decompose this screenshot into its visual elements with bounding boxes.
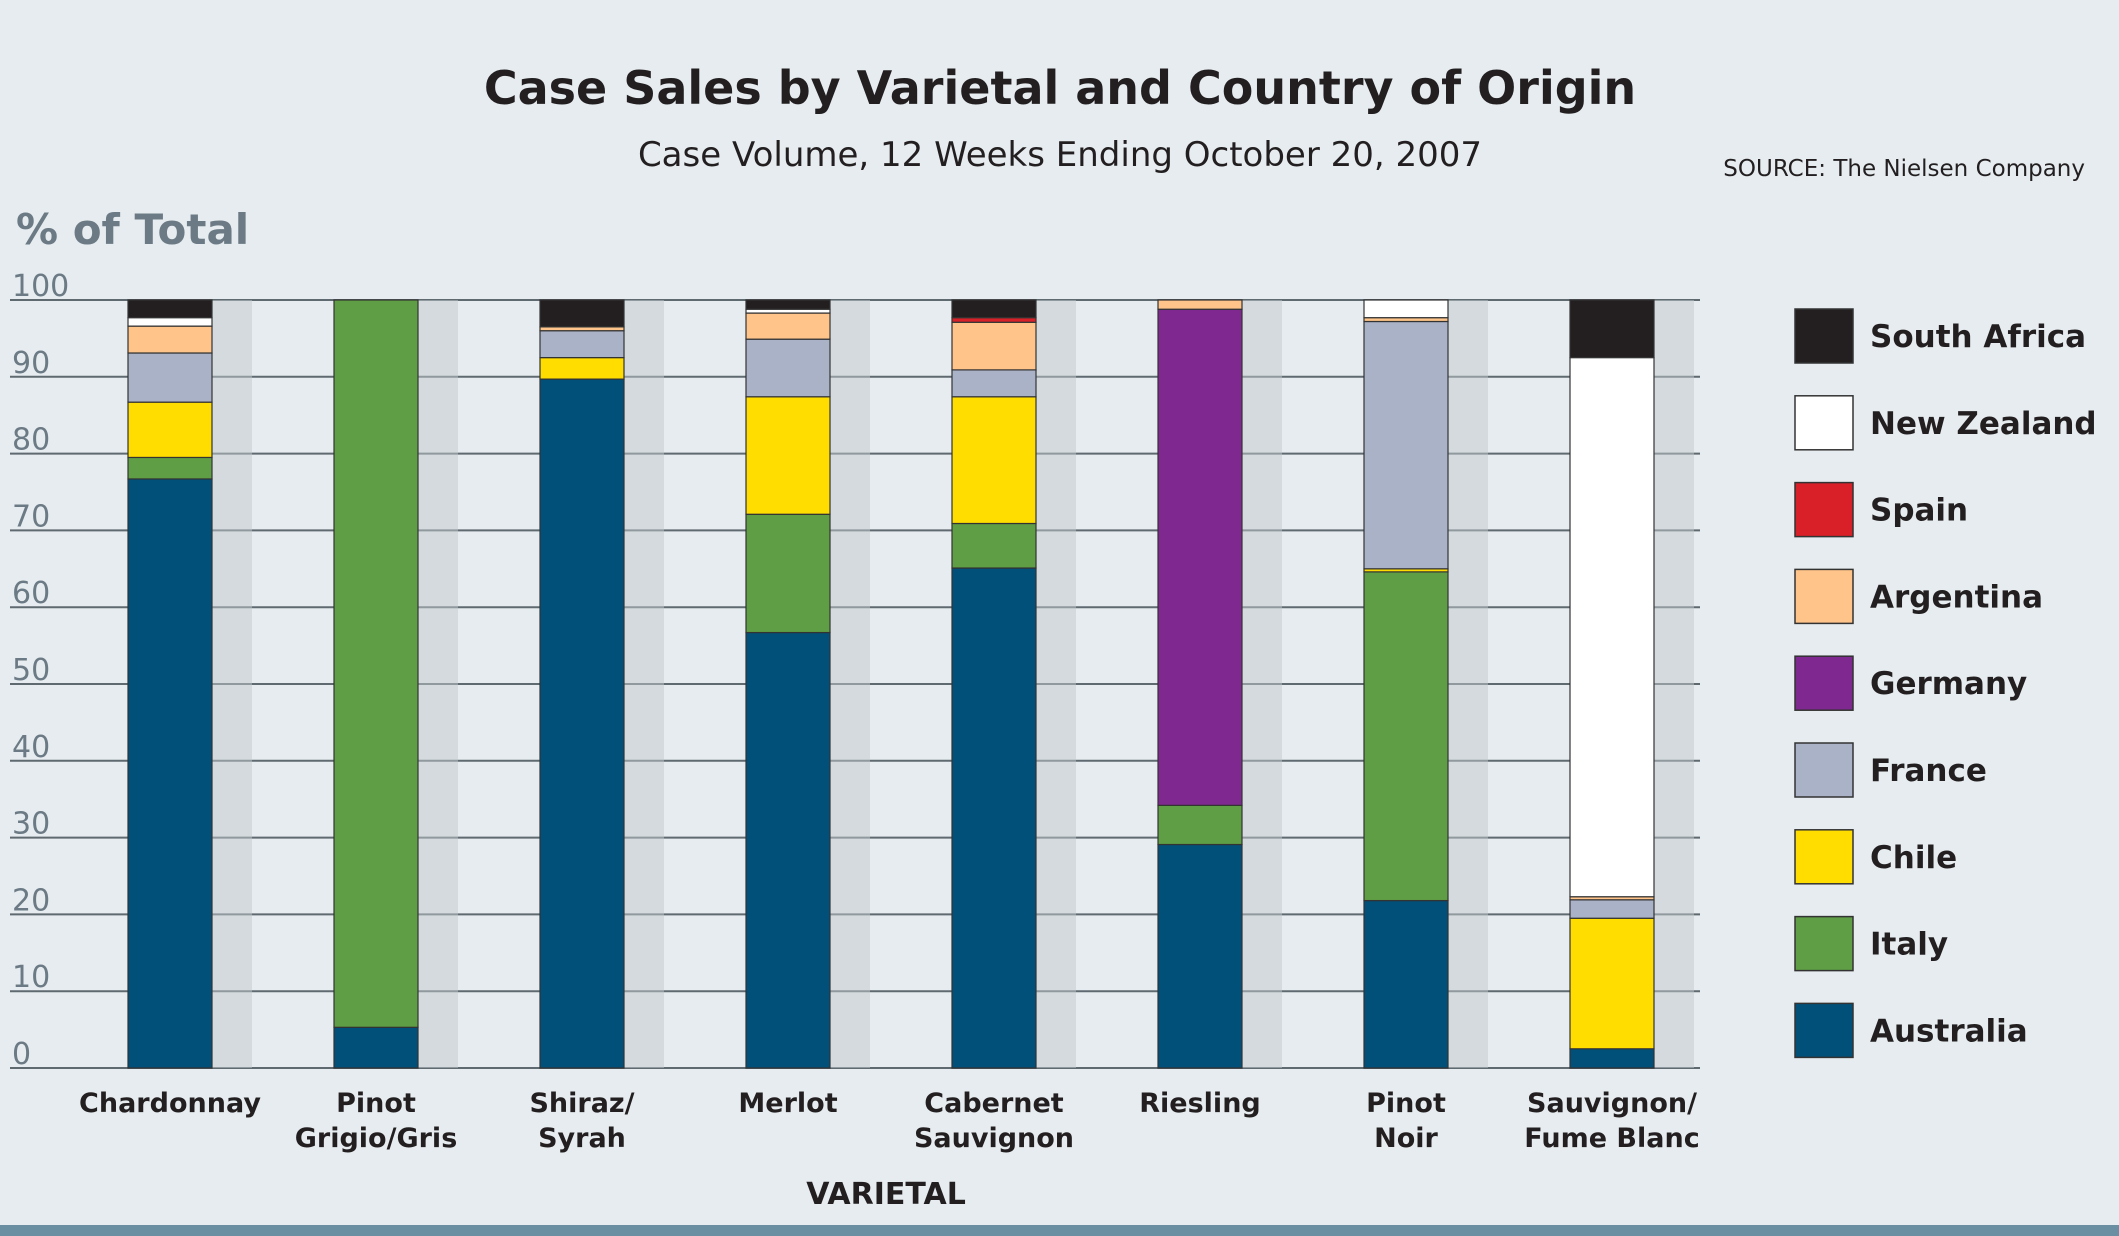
bar-segment-argentina <box>127 325 213 354</box>
bar-segment-france <box>951 369 1037 398</box>
bar-segment-italy <box>951 522 1037 569</box>
bar-segment-argentina <box>745 312 831 340</box>
x-tick-label: Riesling <box>1139 1088 1261 1119</box>
bar-segment-australia <box>951 567 1037 1069</box>
bar-segment-italy <box>745 513 831 634</box>
bar-segment-australia <box>1157 843 1243 1069</box>
bar-segment-australia <box>1363 899 1449 1069</box>
bar-segment-italy <box>1363 571 1449 902</box>
chart-source: SOURCE: The Nielsen Company <box>1723 156 2085 182</box>
bar-segment-chile <box>1569 917 1655 1050</box>
legend-swatch <box>1794 395 1854 451</box>
bar-shadow <box>1036 300 1076 1068</box>
legend-swatch <box>1794 1002 1854 1059</box>
bar-segment-australia <box>333 1026 419 1069</box>
y-tick-label: 20 <box>12 883 50 918</box>
chart-subtitle: Case Volume, 12 Weeks Ending October 20,… <box>638 135 1482 175</box>
x-tick-label: Pinot Grigio/Gris <box>295 1088 458 1154</box>
legend-label: France <box>1870 753 1987 789</box>
legend-swatch <box>1794 915 1854 972</box>
bar-segment-south-africa <box>745 299 831 310</box>
bar-segment-chile <box>745 396 831 515</box>
bar-segment-australia <box>1569 1048 1655 1069</box>
bar-segment-new-zealand <box>1363 299 1449 319</box>
bar-segment-south-africa <box>1569 299 1655 359</box>
legend-label: Australia <box>1870 1013 2028 1049</box>
bar-segment-spain <box>951 317 1037 323</box>
legend-label: Italy <box>1870 927 1948 963</box>
bar-segment-australia <box>539 378 625 1069</box>
y-tick-label: 90 <box>12 346 50 381</box>
legend-label: South Africa <box>1870 319 2086 355</box>
x-tick-label: Pinot Noir <box>1366 1088 1446 1154</box>
x-tick-label: Sauvignon/Fume Blanc <box>1524 1088 1699 1154</box>
y-tick-label: 30 <box>12 807 50 842</box>
legend-swatch <box>1794 829 1854 885</box>
legend-label: Spain <box>1870 493 1968 529</box>
chart-title: Case Sales by Varietal and Country of Or… <box>484 61 1636 115</box>
bar-segment-new-zealand <box>1569 357 1655 898</box>
y-tick-label: 40 <box>12 730 50 765</box>
y-tick-label: 100 <box>12 269 69 304</box>
y-axis-label: % of Total <box>16 205 249 254</box>
bar-shadow <box>212 300 252 1068</box>
bar-segment-new-zealand <box>127 317 213 327</box>
legend-label: New Zealand <box>1870 406 2097 442</box>
x-tick-label: Shiraz/Syrah <box>529 1088 634 1154</box>
bar-segment-chile <box>951 396 1037 525</box>
legend-swatch <box>1794 481 1854 538</box>
x-tick-label: Cabernet Sauvignon <box>914 1088 1074 1154</box>
bar-shadow <box>1654 300 1694 1068</box>
legend-label: Germany <box>1870 666 2027 702</box>
legend-swatch <box>1794 742 1854 798</box>
bar-segment-argentina <box>951 321 1037 371</box>
legend-swatch <box>1794 308 1854 364</box>
bar-shadow <box>1242 300 1282 1068</box>
bar-segment-france <box>1569 899 1655 919</box>
bar-shadow <box>418 300 458 1068</box>
bar-segment-germany <box>1157 308 1243 806</box>
bar-segment-france <box>1363 320 1449 570</box>
x-tick-label: Chardonnay <box>79 1088 261 1119</box>
y-tick-label: 0 <box>12 1037 31 1072</box>
x-axis-label: VARIETAL <box>806 1177 966 1212</box>
bar-segment-south-africa <box>539 299 625 328</box>
legend-swatch <box>1794 568 1854 625</box>
bar-segment-france <box>745 338 831 398</box>
bar-segment-france <box>127 352 213 403</box>
bar-segment-italy <box>127 456 213 480</box>
bar-segment-australia <box>127 478 213 1069</box>
bar-segment-chile <box>127 401 213 459</box>
bar-segment-south-africa <box>127 299 213 319</box>
y-tick-label: 50 <box>12 653 50 688</box>
legend-swatch <box>1794 655 1854 711</box>
bar-shadow <box>1448 300 1488 1068</box>
y-tick-label: 10 <box>12 960 50 995</box>
bar-segment-australia <box>745 631 831 1069</box>
legend-label: Chile <box>1870 840 1957 876</box>
y-tick-label: 60 <box>12 576 50 611</box>
bar-segment-france <box>539 330 625 359</box>
bar-shadow <box>830 300 870 1068</box>
bar-segment-argentina <box>1157 299 1243 310</box>
bar-segment-south-africa <box>951 299 1037 319</box>
bottom-band <box>0 1225 2119 1236</box>
y-tick-label: 70 <box>12 499 50 534</box>
bar-segment-italy <box>1157 804 1243 846</box>
legend-label: Argentina <box>1870 579 2043 615</box>
bar-segment-chile <box>539 357 625 380</box>
y-tick-label: 80 <box>12 423 50 458</box>
bar-shadow <box>624 300 664 1068</box>
bar-segment-italy <box>333 299 419 1028</box>
x-tick-label: Merlot <box>738 1088 837 1119</box>
